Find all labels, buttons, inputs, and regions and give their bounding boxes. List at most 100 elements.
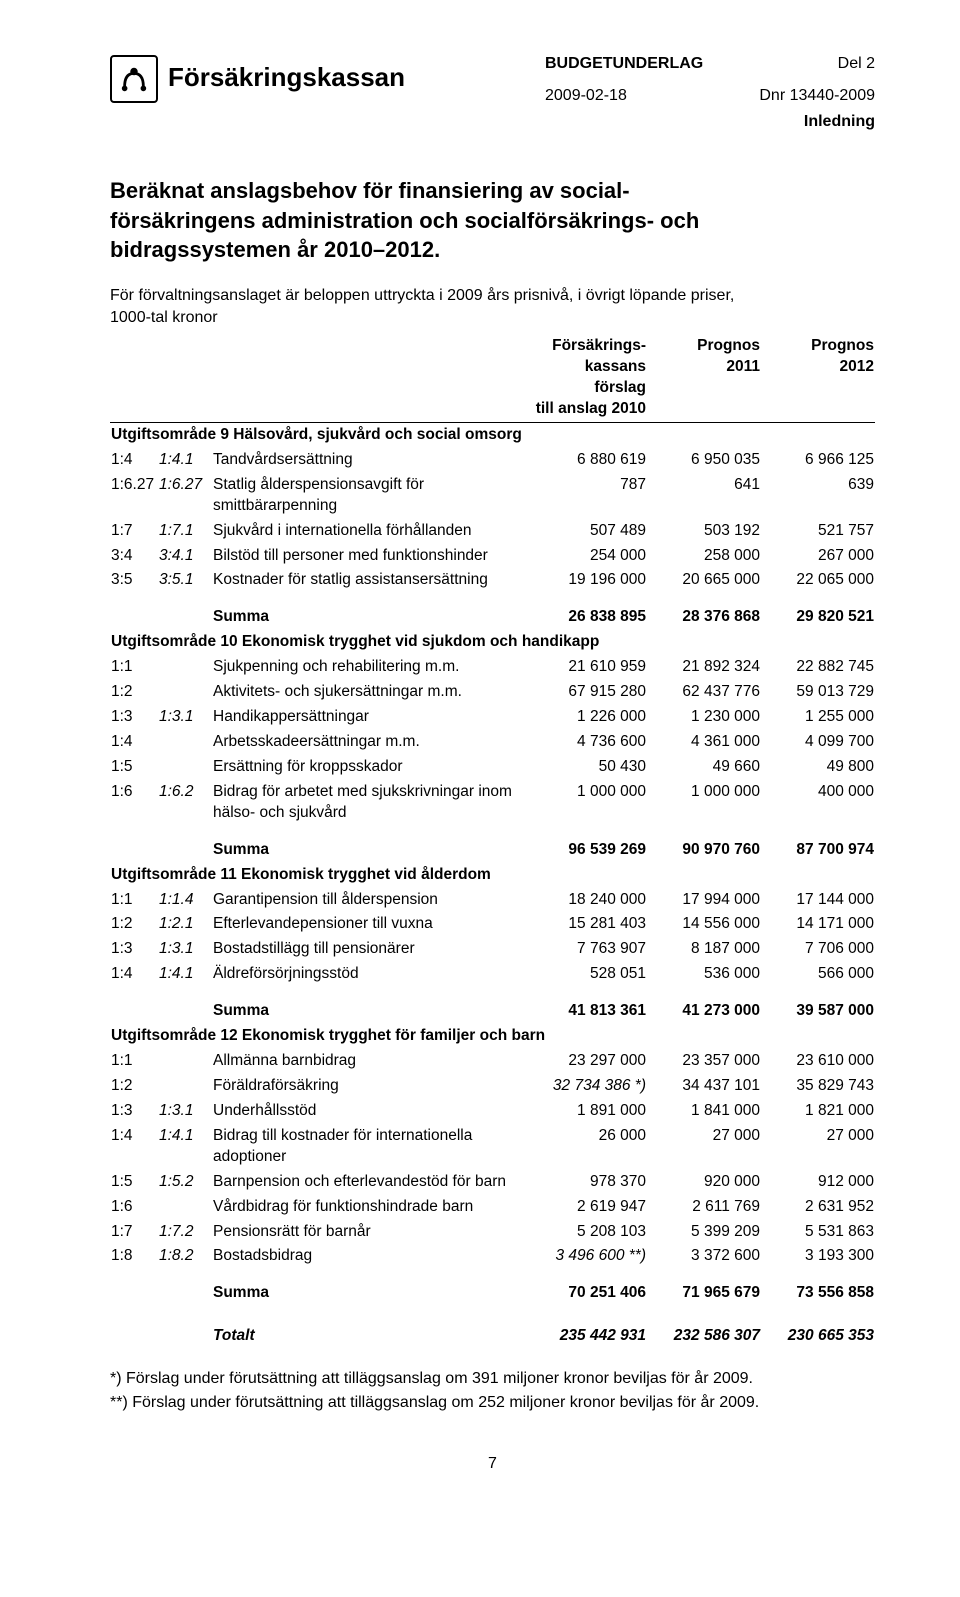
total-value: 230 665 353	[761, 1306, 875, 1349]
row-value: 21 892 324	[647, 655, 761, 680]
table-row: 3:43:4.1Bilstöd till personer med funkti…	[110, 544, 875, 569]
row-desc: Handikappersättningar	[212, 705, 533, 730]
row-value: 22 065 000	[761, 568, 875, 593]
page-content: Försäkringskassan BUDGETUNDERLAG Del 2 2…	[0, 0, 960, 1513]
row-code-1: 1:6	[110, 1195, 158, 1220]
section-title-row: Utgiftsområde 10 Ekonomisk trygghet vid …	[110, 630, 875, 655]
table-row: 1:41:4.1Tandvårdsersättning6 880 6196 95…	[110, 448, 875, 473]
row-value: 3 372 600	[647, 1244, 761, 1269]
row-value: 8 187 000	[647, 937, 761, 962]
row-value: 3 193 300	[761, 1244, 875, 1269]
sum-value: 39 587 000	[761, 987, 875, 1024]
row-desc: Sjukvård i internationella förhållanden	[212, 519, 533, 544]
row-code-2	[158, 655, 212, 680]
sum-value: 73 556 858	[761, 1269, 875, 1306]
row-code-2: 3:4.1	[158, 544, 212, 569]
row-code-2	[158, 1195, 212, 1220]
row-desc: Underhållsstöd	[212, 1099, 533, 1124]
row-value: 507 489	[533, 519, 647, 544]
total-label: Totalt	[212, 1306, 533, 1349]
table-head-row: Försäkrings- kassans förslag till anslag…	[110, 334, 875, 422]
row-value: 536 000	[647, 962, 761, 987]
row-code-1: 1:4	[110, 962, 158, 987]
sum-value: 71 965 679	[647, 1269, 761, 1306]
row-code-1: 1:3	[110, 1099, 158, 1124]
row-value: 1 841 000	[647, 1099, 761, 1124]
page-header: Försäkringskassan BUDGETUNDERLAG Del 2 2…	[110, 55, 875, 131]
table-row: 1:6.271:6.27Statlig ålderspensionsavgift…	[110, 473, 875, 519]
footnote: *) Förslag under förutsättning att tillä…	[110, 1367, 875, 1391]
row-code-2: 1:4.1	[158, 962, 212, 987]
footnote: **) Förslag under förutsättning att till…	[110, 1391, 875, 1415]
row-code-1: 1:2	[110, 1074, 158, 1099]
table-row: 1:1Sjukpenning och rehabilitering m.m.21…	[110, 655, 875, 680]
row-code-2: 3:5.1	[158, 568, 212, 593]
row-value: 267 000	[761, 544, 875, 569]
sum-value: 96 539 269	[533, 826, 647, 863]
row-code-2: 1:6.27	[158, 473, 212, 519]
row-desc: Bostadstillägg till pensionärer	[212, 937, 533, 962]
page-number: 7	[110, 1455, 875, 1473]
row-value: 59 013 729	[761, 680, 875, 705]
row-desc: Bostadsbidrag	[212, 1244, 533, 1269]
row-value: 1 000 000	[647, 780, 761, 826]
row-value: 62 437 776	[647, 680, 761, 705]
table-row: 1:2Aktivitets- och sjukersättningar m.m.…	[110, 680, 875, 705]
logo-icon	[110, 55, 158, 103]
row-value: 22 882 745	[761, 655, 875, 680]
row-value: 400 000	[761, 780, 875, 826]
doc-part: Del 2	[838, 55, 875, 73]
sum-row: Summa70 251 40671 965 67973 556 858	[110, 1269, 875, 1306]
row-desc: Bidrag för arbetet med sjukskrivningar i…	[212, 780, 533, 826]
doc-type: BUDGETUNDERLAG	[545, 55, 703, 73]
footnotes: *) Förslag under förutsättning att tillä…	[110, 1367, 875, 1415]
row-code-1: 1:6	[110, 780, 158, 826]
table-row: 1:6 Vårdbidrag för funktionshindrade barn…	[110, 1195, 875, 1220]
row-desc: Garantipension till ålderspension	[212, 888, 533, 913]
sum-label: Summa	[212, 593, 533, 630]
section-title: Utgiftsområde 9 Hälsovård, sjukvård och …	[110, 422, 875, 447]
row-desc: Pensionsrätt för barnår	[212, 1220, 533, 1245]
row-code-1: 1:1	[110, 655, 158, 680]
row-value: 34 437 101	[647, 1074, 761, 1099]
row-value: 258 000	[647, 544, 761, 569]
row-desc: Tandvårdsersättning	[212, 448, 533, 473]
row-code-2: 1:5.2	[158, 1170, 212, 1195]
row-value: 23 610 000	[761, 1049, 875, 1074]
row-value: 503 192	[647, 519, 761, 544]
row-code-1: 1:4	[110, 1124, 158, 1170]
row-code-1: 1:5	[110, 1170, 158, 1195]
row-code-1: 3:4	[110, 544, 158, 569]
row-value: 35 829 743	[761, 1074, 875, 1099]
row-value: 27 000	[761, 1124, 875, 1170]
brand-name: Försäkringskassan	[168, 55, 405, 99]
row-desc: Efterlevandepensioner till vuxna	[212, 912, 533, 937]
row-code-1: 1:7	[110, 1220, 158, 1245]
row-value: 5 208 103	[533, 1220, 647, 1245]
row-value: 27 000	[647, 1124, 761, 1170]
row-value: 4 099 700	[761, 730, 875, 755]
section-title: Utgiftsområde 12 Ekonomisk trygghet för …	[110, 1024, 875, 1049]
doc-section-label: Inledning	[545, 113, 875, 131]
row-value: 4 361 000	[647, 730, 761, 755]
table-row: 1:51:5.2Barnpension och efterlevandestöd…	[110, 1170, 875, 1195]
row-code-1: 1:6.27	[110, 473, 158, 519]
row-value: 1 230 000	[647, 705, 761, 730]
row-value: 6 950 035	[647, 448, 761, 473]
row-value: 4 736 600	[533, 730, 647, 755]
table-row: 1:41:4.1Äldreförsörjningsstöd528 051536 …	[110, 962, 875, 987]
row-code-2: 1:3.1	[158, 705, 212, 730]
row-value: 2 631 952	[761, 1195, 875, 1220]
row-value: 254 000	[533, 544, 647, 569]
row-value: 23 297 000	[533, 1049, 647, 1074]
row-value: 1 821 000	[761, 1099, 875, 1124]
row-value: 641	[647, 473, 761, 519]
section-title-row: Utgiftsområde 11 Ekonomisk trygghet vid …	[110, 863, 875, 888]
total-row: Totalt235 442 931232 586 307230 665 353	[110, 1306, 875, 1349]
budget-table: Försäkrings- kassans förslag till anslag…	[110, 334, 875, 1349]
col-head-1: Försäkrings- kassans förslag till anslag…	[533, 334, 647, 422]
table-row: 1:41:4.1Bidrag till kostnader för intern…	[110, 1124, 875, 1170]
table-row: 1:71:7.1Sjukvård i internationella förhå…	[110, 519, 875, 544]
row-desc: Vårdbidrag för funktionshindrade barn	[212, 1195, 533, 1220]
row-value: 787	[533, 473, 647, 519]
